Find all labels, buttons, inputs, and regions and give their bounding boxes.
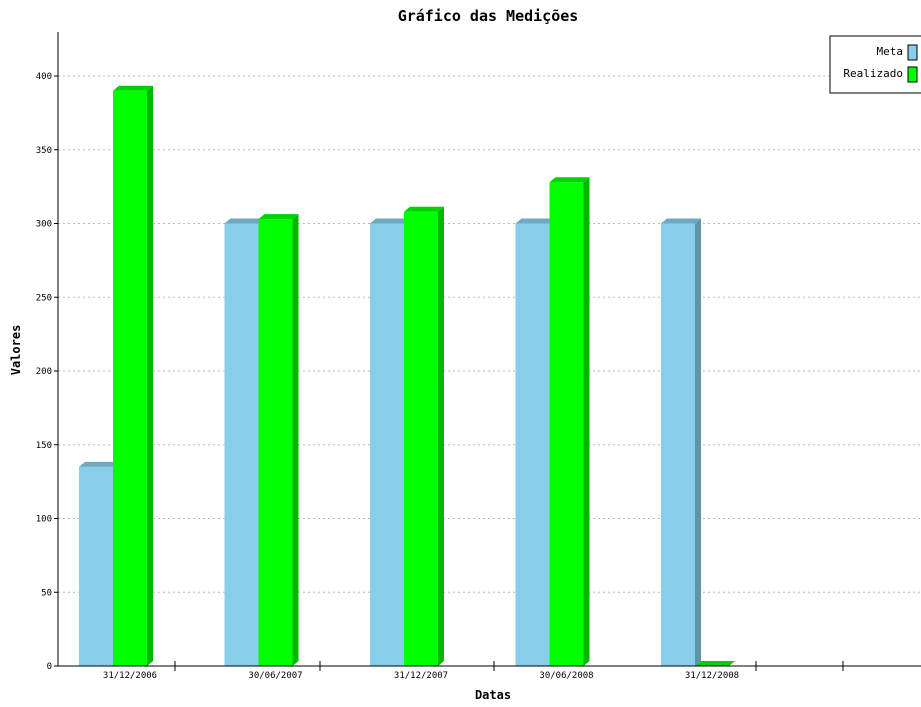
bar-side	[147, 85, 153, 666]
bar-front	[258, 219, 293, 666]
bar-front	[224, 223, 259, 666]
x-tick-label: 31/12/2008	[685, 671, 739, 681]
y-tick-label: 350	[36, 146, 52, 156]
y-tick-label: 400	[36, 72, 52, 82]
y-tick-label: 150	[36, 441, 52, 451]
y-tick-label: 200	[36, 367, 52, 377]
x-tick-label: 31/12/2006	[103, 671, 157, 681]
bar-top	[79, 461, 119, 467]
bars	[79, 85, 735, 666]
y-axis-label: Valores	[9, 325, 23, 376]
bar-side	[292, 214, 299, 666]
legend-swatch-realizado	[907, 66, 918, 83]
y-tick-label: 250	[36, 293, 52, 303]
bar-top	[515, 218, 556, 224]
y-tick-label: 100	[36, 515, 52, 525]
bar-realizado-3	[549, 177, 590, 666]
x-axis-ticks: 31/12/2006 30/06/2007 31/12/2007 30/06/2008…	[103, 661, 844, 681]
bar-front	[113, 90, 147, 666]
bar-realizado-0	[113, 85, 153, 666]
bar-realizado-1	[258, 214, 299, 666]
bar-top	[224, 218, 265, 224]
bar-side	[438, 206, 444, 666]
bar-front	[661, 223, 695, 666]
y-axis-ticks: 0 50 100 150 200 250 300 350 400	[36, 72, 58, 672]
bar-front	[404, 211, 438, 666]
y-tick-label: 50	[41, 588, 52, 598]
y-tick-label: 0	[47, 662, 52, 672]
bar-front	[79, 466, 113, 666]
bar-top	[549, 177, 590, 183]
y-tick-label: 300	[36, 220, 52, 230]
legend-box	[829, 35, 921, 94]
bar-top	[258, 214, 299, 220]
chart-title: Gráfico das Medições	[398, 7, 579, 25]
bar-meta-4	[661, 218, 701, 666]
legend-label-meta: Meta	[877, 45, 904, 58]
x-tick-label: 30/06/2008	[539, 671, 593, 681]
bar-top	[661, 218, 701, 224]
bar-top	[113, 85, 153, 91]
legend-label-realizado: Realizado	[843, 67, 903, 80]
bar-front	[549, 182, 584, 666]
bar-realizado-2	[404, 206, 444, 666]
x-axis-label: Datas	[475, 688, 511, 702]
gridlines	[58, 75, 921, 593]
bar-front	[515, 223, 550, 666]
legend-swatch-meta	[907, 44, 918, 61]
bar-front	[370, 223, 404, 666]
x-tick-label: 30/06/2007	[248, 671, 302, 681]
x-tick-label: 31/12/2007	[394, 671, 448, 681]
legend: Meta Realizado	[829, 35, 921, 94]
bar-top	[370, 218, 410, 224]
bar-side	[583, 177, 590, 666]
bar-realizado-4	[695, 661, 735, 666]
bar-top	[404, 206, 444, 212]
bar-top	[695, 661, 735, 666]
bar-side	[695, 218, 701, 666]
